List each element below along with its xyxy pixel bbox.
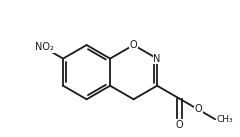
Text: N: N (153, 54, 161, 64)
Text: O: O (176, 120, 183, 130)
Text: O: O (130, 40, 138, 50)
Text: CH₃: CH₃ (216, 115, 233, 124)
Text: O: O (194, 104, 202, 114)
Text: NO₂: NO₂ (35, 42, 54, 52)
